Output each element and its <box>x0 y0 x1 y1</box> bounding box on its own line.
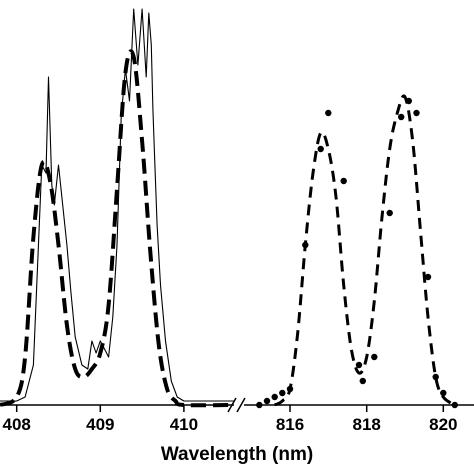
x-tick-label: 820 <box>429 415 457 434</box>
x-tick-label: 410 <box>170 415 198 434</box>
data-point <box>398 113 405 121</box>
x-axis-title: Wavelength (nm) <box>161 444 313 465</box>
data-point <box>432 373 439 381</box>
x-tick-label: 408 <box>3 415 31 434</box>
fit-curve-dashed <box>0 49 235 408</box>
x-tick-label: 818 <box>353 415 381 434</box>
data-point <box>279 389 286 397</box>
data-point <box>386 209 393 217</box>
data-point <box>359 377 366 385</box>
data-point <box>263 397 271 405</box>
data-point <box>440 389 447 397</box>
fit-curve-dashed <box>273 94 456 407</box>
x-tick-label: 816 <box>276 415 304 434</box>
data-point <box>271 393 278 401</box>
x-axis-ticks: 408 409 410 816 818 820 <box>3 405 457 434</box>
x-tick-label: 409 <box>86 415 114 434</box>
plot-area <box>0 8 458 409</box>
data-point <box>325 109 332 117</box>
measured-spectrum-line <box>0 8 234 402</box>
data-point <box>317 145 324 153</box>
data-point <box>371 353 378 361</box>
axis-break-mark <box>227 397 246 413</box>
data-point <box>355 361 363 369</box>
data-point <box>340 177 347 185</box>
x-axis <box>0 397 474 413</box>
data-point <box>413 109 420 117</box>
data-point <box>424 273 432 281</box>
